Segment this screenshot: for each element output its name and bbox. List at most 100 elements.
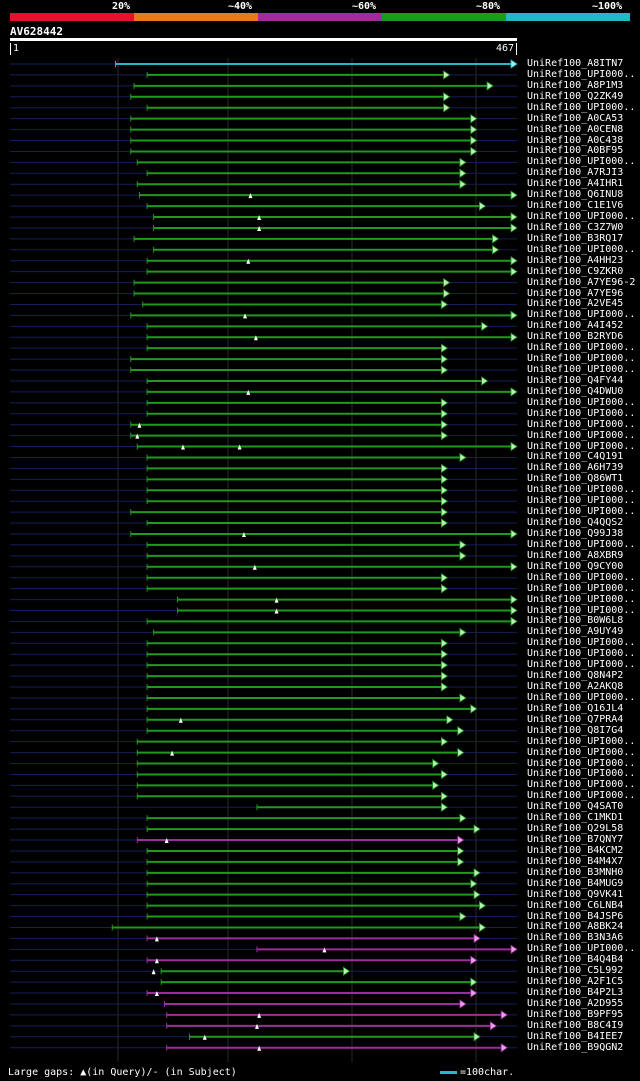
hit-label[interactable]: UniRef100_UPI000.. <box>527 342 636 354</box>
hit-label[interactable]: UniRef100_B4JSP6 <box>527 910 624 922</box>
hit-label[interactable]: UniRef100_B4KCM2 <box>527 844 624 856</box>
hit-label[interactable]: UniRef100_A4IHR1 <box>527 178 624 190</box>
hit-label[interactable]: UniRef100_UPI000.. <box>527 538 636 550</box>
hit-label[interactable]: UniRef100_A7RJI3 <box>527 167 624 179</box>
hit-label[interactable]: UniRef100_C9ZKR0 <box>527 265 624 277</box>
hit-label[interactable]: UniRef100_UPI000.. <box>527 648 636 660</box>
hit-label[interactable]: UniRef100_UPI000.. <box>527 353 636 365</box>
hit-label[interactable]: UniRef100_A0BF95 <box>527 145 624 157</box>
legend-label: ~80% <box>476 1 501 12</box>
query-gap-marker <box>254 1023 259 1029</box>
hit-label[interactable]: UniRef100_UPI000.. <box>527 68 636 80</box>
hit-label[interactable]: UniRef100_UPI000.. <box>527 790 636 802</box>
hit-label[interactable]: UniRef100_UPI000.. <box>527 637 636 649</box>
hit-label[interactable]: UniRef100_Q16JL4 <box>527 702 624 714</box>
hit-label[interactable]: UniRef100_UPI000.. <box>527 309 636 321</box>
hit-label[interactable]: UniRef100_A4I452 <box>527 320 624 332</box>
hit-label[interactable]: UniRef100_Q2ZK49 <box>527 90 624 102</box>
hit-label[interactable]: UniRef100_Q4DWU0 <box>527 385 624 397</box>
hit-label[interactable]: UniRef100_Q8N4P2 <box>527 670 624 682</box>
hit-label[interactable]: UniRef100_UPI000.. <box>527 211 636 223</box>
hit-label[interactable]: UniRef100_UPI000.. <box>527 943 636 955</box>
hit-label[interactable]: UniRef100_UPI000.. <box>527 768 636 780</box>
hit-label[interactable]: UniRef100_C1MKD1 <box>527 812 624 824</box>
hit-label[interactable]: UniRef100_A7YE96-2 <box>527 276 636 288</box>
hit-label[interactable]: UniRef100_Q99J38 <box>527 527 624 539</box>
hit-label[interactable]: UniRef100_UPI000.. <box>527 757 636 769</box>
hit-label[interactable]: UniRef100_UPI000.. <box>527 418 636 430</box>
hit-label[interactable]: UniRef100_A2F1C5 <box>527 976 624 988</box>
hit-label[interactable]: UniRef100_UPI000.. <box>527 156 636 168</box>
hit-label[interactable]: UniRef100_B2RYD6 <box>527 331 624 343</box>
hit-label[interactable]: UniRef100_UPI000.. <box>527 691 636 703</box>
hit-label[interactable]: UniRef100_UPI000.. <box>527 243 636 255</box>
hit-label[interactable]: UniRef100_Q7PRA4 <box>527 713 624 725</box>
hit-label[interactable]: UniRef100_B4MUG9 <box>527 877 624 889</box>
hit-label[interactable]: UniRef100_B4P2L3 <box>527 987 624 999</box>
hit-label[interactable]: UniRef100_UPI000.. <box>527 604 636 616</box>
hit-label[interactable]: UniRef100_Q4QQS2 <box>527 517 624 529</box>
large-gaps-legend: Large gaps: ▲(in Query)/- (in Subject) <box>8 1067 237 1078</box>
hit-label[interactable]: UniRef100_B3RQ17 <box>527 232 624 244</box>
hit-label[interactable]: UniRef100_UPI000.. <box>527 495 636 507</box>
hit-label[interactable]: UniRef100_UPI000.. <box>527 735 636 747</box>
hit-label[interactable]: UniRef100_UPI000.. <box>527 659 636 671</box>
hit-label[interactable]: UniRef100_B4Q4B4 <box>527 954 624 966</box>
hit-label[interactable]: UniRef100_B4M4X7 <box>527 855 624 867</box>
hit-label[interactable]: UniRef100_Q6INU8 <box>527 189 624 201</box>
hit-label[interactable]: UniRef100_C1E1V6 <box>527 200 624 212</box>
hit-label[interactable]: UniRef100_B9PF95 <box>527 1008 624 1020</box>
hit-label[interactable]: UniRef100_B7QNY7 <box>527 834 624 846</box>
hit-label[interactable]: UniRef100_A0C438 <box>527 134 624 146</box>
hit-label[interactable]: UniRef100_C3Z7W0 <box>527 221 624 233</box>
hit-label[interactable]: UniRef100_A9UY49 <box>527 626 624 638</box>
hit-label[interactable]: UniRef100_A0CEN8 <box>527 123 624 135</box>
hit-label[interactable]: UniRef100_B9QGN2 <box>527 1041 624 1053</box>
hit-label[interactable]: UniRef100_Q4SAT0 <box>527 801 624 813</box>
legend-segment <box>506 13 630 21</box>
hit-label[interactable]: UniRef100_C6LNB4 <box>527 899 624 911</box>
hit-label[interactable]: UniRef100_C4Q191 <box>527 451 624 463</box>
hit-label[interactable]: UniRef100_A2VE45 <box>527 298 624 310</box>
hit-label[interactable]: UniRef100_A2D955 <box>527 997 624 1009</box>
hit-label[interactable]: UniRef100_B3N3A6 <box>527 932 624 944</box>
hit-label[interactable]: UniRef100_Q9CY00 <box>527 560 624 572</box>
hit-end-arrow <box>440 398 449 408</box>
hit-label[interactable]: UniRef100_A8ITN7 <box>527 58 624 69</box>
hit-label[interactable]: UniRef100_A4HH23 <box>527 254 624 266</box>
hit-label[interactable]: UniRef100_B0W6L8 <box>527 615 624 627</box>
hit-end-arrow <box>459 157 467 168</box>
hit-label[interactable]: UniRef100_Q8I7G4 <box>527 724 624 736</box>
hit-label[interactable]: UniRef100_UPI000.. <box>527 593 636 605</box>
hit-label[interactable]: UniRef100_A8XBR9 <box>527 549 624 561</box>
hit-label[interactable]: UniRef100_UPI000.. <box>527 571 636 583</box>
hit-end-arrow <box>443 92 451 102</box>
hit-label[interactable]: UniRef100_UPI000.. <box>527 429 636 441</box>
hit-label[interactable]: UniRef100_A8P1M3 <box>527 79 624 91</box>
hit-label[interactable]: UniRef100_Q4FY44 <box>527 374 624 386</box>
hit-label[interactable]: UniRef100_A6H739 <box>527 462 624 474</box>
hit-label[interactable]: UniRef100_UPI000.. <box>527 746 636 758</box>
hit-label[interactable]: UniRef100_A0CA53 <box>527 112 624 124</box>
hit-label[interactable]: UniRef100_UPI000.. <box>527 407 636 419</box>
hit-label[interactable]: UniRef100_UPI000.. <box>527 779 636 791</box>
hit-label[interactable]: UniRef100_Q86WT1 <box>527 473 624 485</box>
hit-label[interactable]: UniRef100_UPI000.. <box>527 582 636 594</box>
hit-label[interactable]: UniRef100_UPI000.. <box>527 364 636 376</box>
hit-label[interactable]: UniRef100_A2AKQ8 <box>527 681 624 692</box>
hit-label[interactable]: UniRef100_UPI000.. <box>527 440 636 452</box>
hit-end-arrow <box>440 660 449 670</box>
hit-label[interactable]: UniRef100_Q29L58 <box>527 823 624 835</box>
query-bar <box>10 38 517 41</box>
hit-label[interactable]: UniRef100_UPI000.. <box>527 101 636 113</box>
hit-label[interactable]: UniRef100_Q9VK41 <box>527 888 624 900</box>
hit-label[interactable]: UniRef100_A8BK24 <box>527 921 624 933</box>
hit-label[interactable]: UniRef100_UPI000.. <box>527 484 636 496</box>
hit-label[interactable]: UniRef100_B4IEE7 <box>527 1030 624 1042</box>
hit-label[interactable]: UniRef100_A7YE96 <box>527 287 624 299</box>
hit-label[interactable]: UniRef100_C5L992 <box>527 965 624 977</box>
hit-label[interactable]: UniRef100_B8C4I9 <box>527 1019 624 1031</box>
hit-label[interactable]: UniRef100_UPI000.. <box>527 506 636 518</box>
hit-label[interactable]: UniRef100_B3MNH0 <box>527 866 624 878</box>
hit-label[interactable]: UniRef100_UPI000.. <box>527 396 636 408</box>
